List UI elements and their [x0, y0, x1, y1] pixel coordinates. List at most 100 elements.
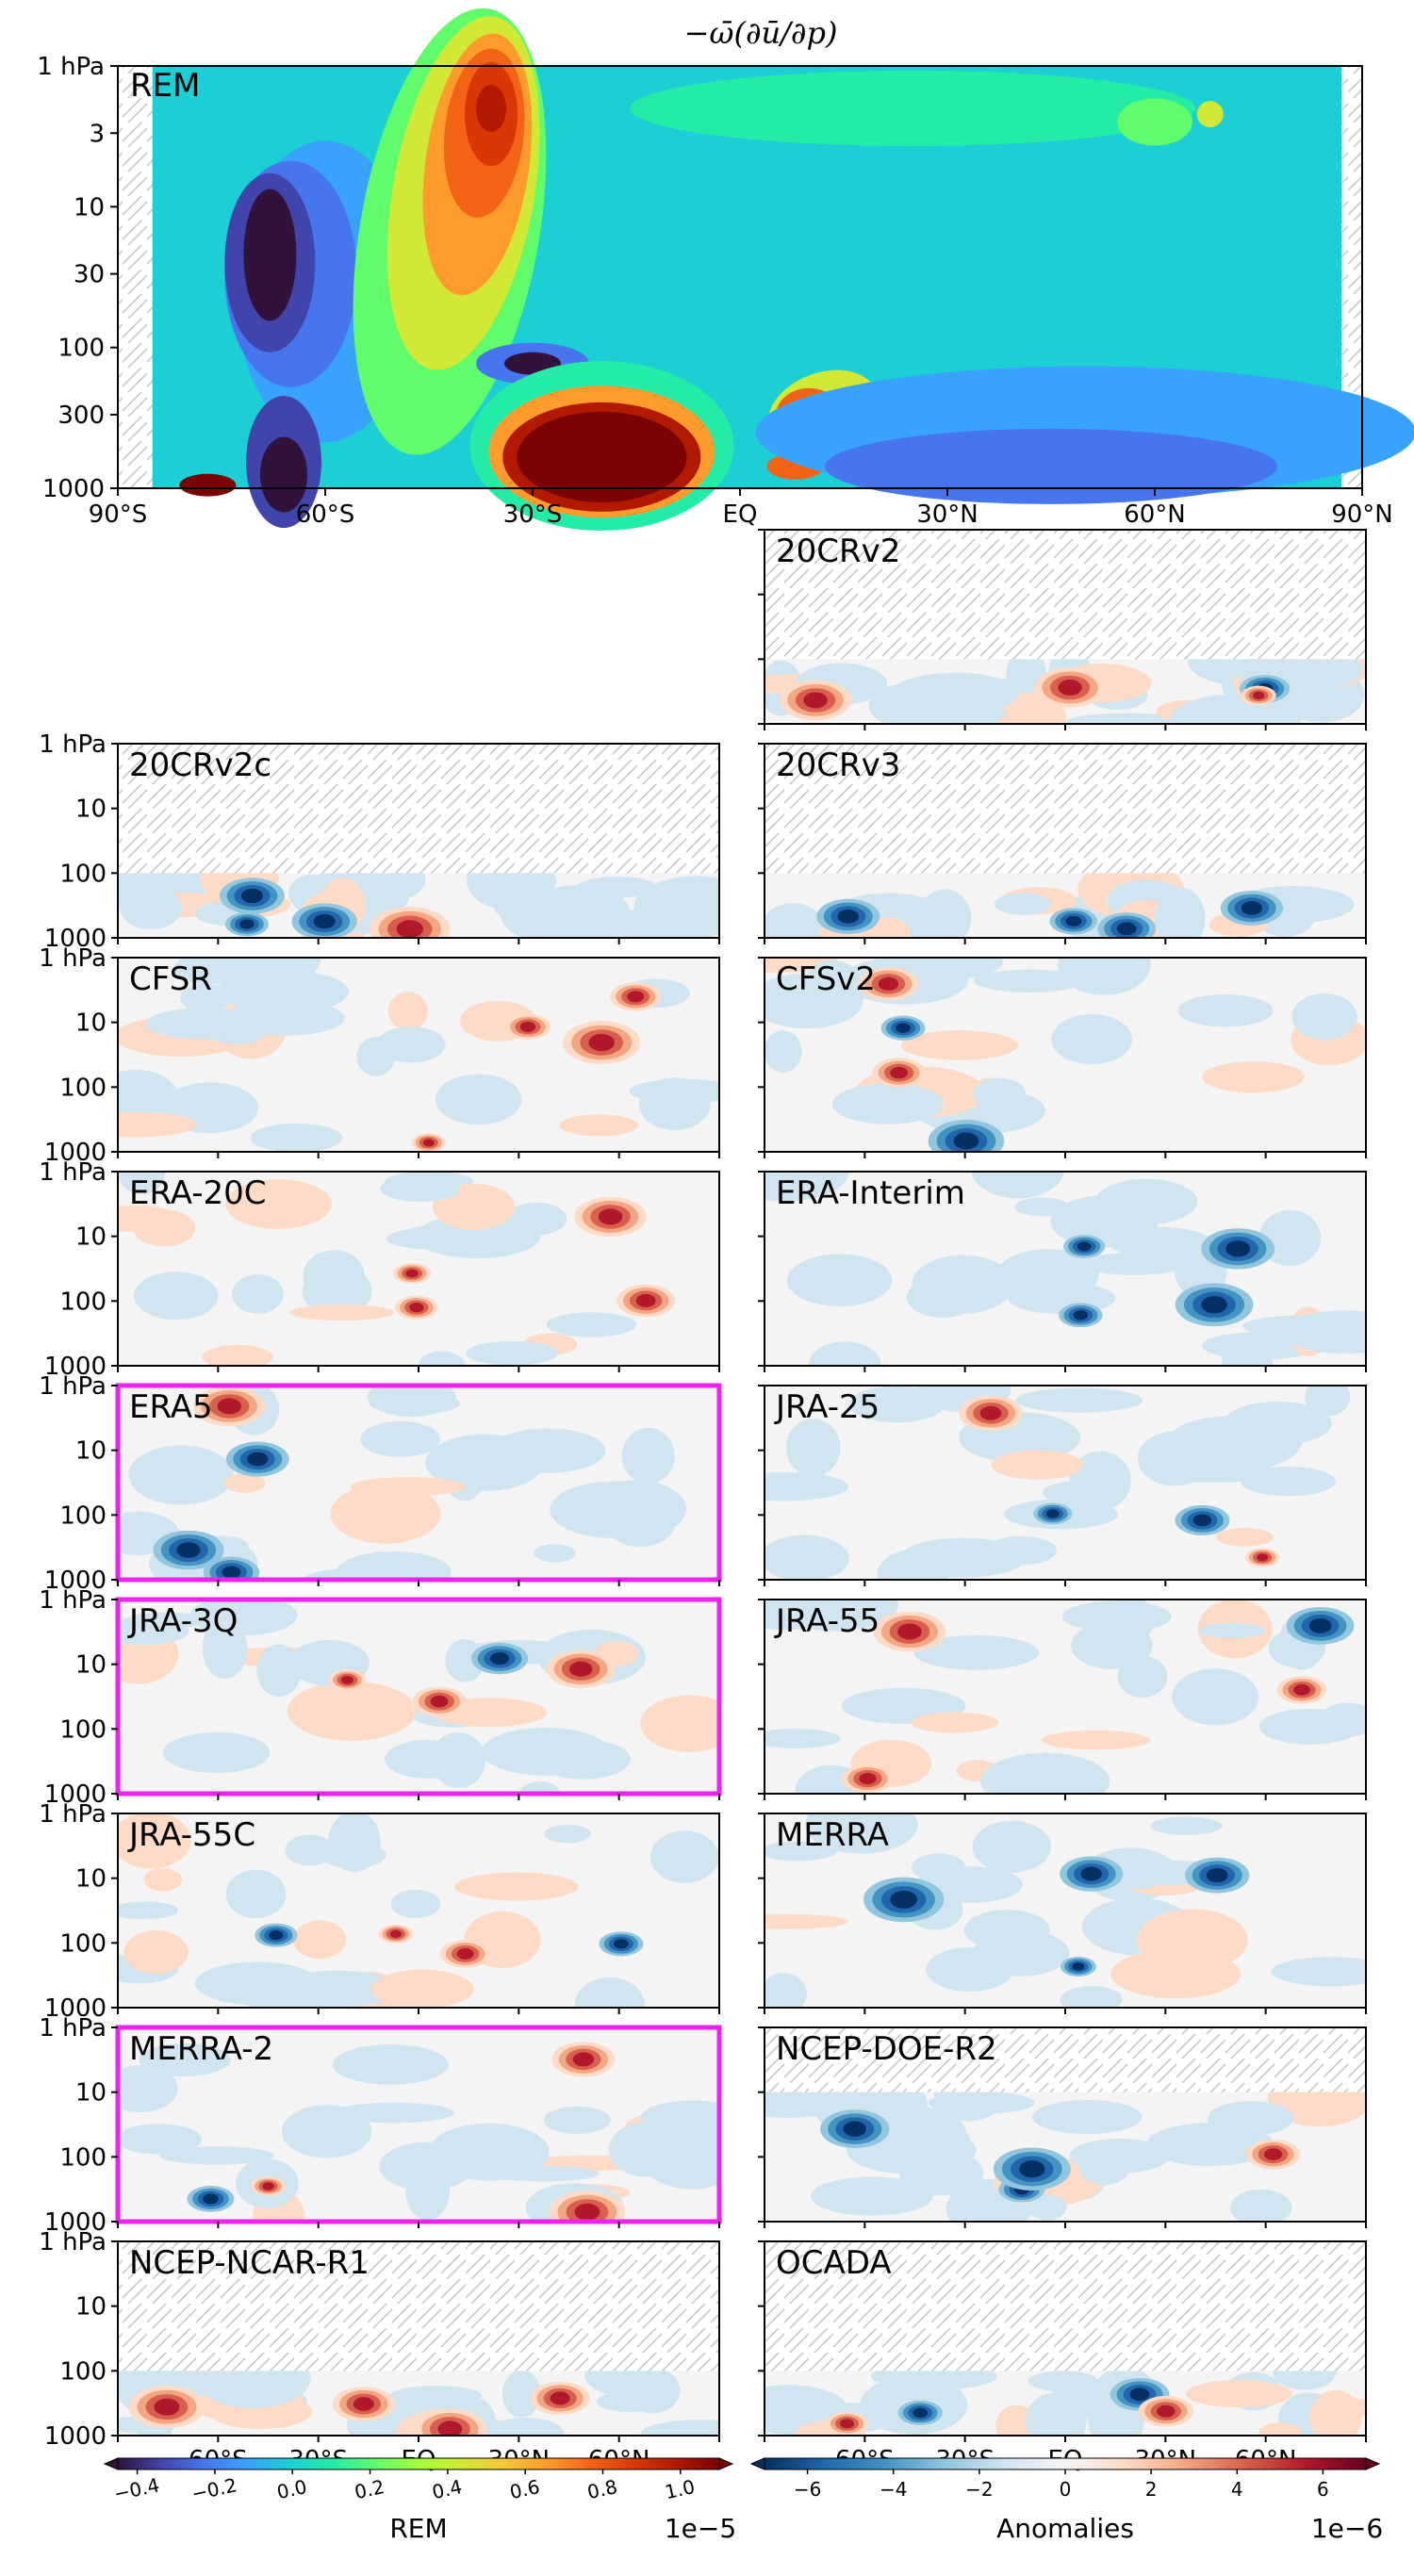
- panel-ytick-label: 10: [75, 1865, 107, 1894]
- colorbar-anom-tick-label: −2: [965, 2478, 993, 2501]
- positive-anomaly: [550, 2391, 570, 2405]
- panel-ytick-label: 1 hPa: [39, 944, 107, 973]
- rem-contour-upper-lime: [1117, 98, 1192, 146]
- colorbar-anom-tick-label: 6: [1317, 2478, 1329, 2501]
- panel-name: ERA-20C: [129, 1174, 267, 1212]
- panel-contours: [765, 2092, 1366, 2223]
- anomaly-patch: [801, 960, 863, 1018]
- colorbar-rem-tick-label: 0.6: [508, 2475, 542, 2503]
- anomaly-patch: [224, 1179, 333, 1229]
- colorbar-anom-extend-low: [749, 2457, 765, 2470]
- panel-name: NCEP-NCAR-R1: [129, 2244, 370, 2282]
- anomaly-patch: [370, 1969, 474, 2008]
- positive-anomaly: [396, 920, 423, 938]
- panel-ytick-label: 10: [75, 796, 107, 824]
- positive-anomaly: [878, 976, 899, 991]
- main-xtick-label: 90°S: [89, 500, 148, 529]
- anomaly-patch: [640, 2100, 719, 2135]
- anomaly-patch: [1233, 1403, 1305, 1466]
- positive-anomaly: [430, 1695, 449, 1708]
- colorbar-anom-extend-high: [1365, 2457, 1381, 2470]
- panel-name: JRA-3Q: [127, 1602, 238, 1640]
- negative-anomaly: [240, 888, 263, 904]
- main-ytick-label: 10: [74, 193, 105, 222]
- negative-anomaly: [1129, 2387, 1150, 2402]
- panel-ytick-label: 100: [59, 1501, 107, 1530]
- negative-anomaly: [1116, 922, 1137, 936]
- anomaly-patch: [906, 1277, 979, 1318]
- panel-20crv2: 20CRv2: [758, 529, 1367, 730]
- panel-ytick-label: 100: [59, 1929, 107, 1958]
- colorbar-anom-tick-label: 2: [1145, 2478, 1158, 2501]
- anomaly-patch: [436, 1074, 522, 1125]
- anomaly-patch: [649, 1830, 719, 1883]
- panel-contours: [765, 2371, 1366, 2436]
- panel-name: CFSv2: [776, 960, 876, 998]
- main-ytick-label: 300: [58, 402, 105, 430]
- anomaly-patch: [202, 1344, 273, 1366]
- anomaly-patch: [419, 1351, 465, 1366]
- panel-cfsv2: CFSv2: [758, 957, 1367, 1158]
- anomaly-patch: [831, 1083, 945, 1124]
- panel-ytick-label: 1 hPa: [39, 2228, 107, 2256]
- anomaly-patch: [195, 2371, 311, 2409]
- negative-anomaly: [489, 1651, 510, 1665]
- colorbar-rem-tick-label: 0.4: [430, 2475, 464, 2503]
- anomaly-patch: [765, 2092, 824, 2115]
- anomaly-patch: [1281, 1310, 1366, 1354]
- panel-20crv2c: 20CRv2c 1 hPa 10 100 1000: [39, 730, 720, 953]
- main-ytick-label: 30: [74, 261, 105, 289]
- anomaly-patch: [225, 1869, 287, 1919]
- anomaly-patch: [128, 1445, 234, 1505]
- anomaly-patch: [1258, 2422, 1302, 2436]
- panel-contours: [765, 1172, 1366, 1366]
- anomaly-patch: [1199, 1622, 1265, 1639]
- panel-ytick-label: 10: [75, 1437, 107, 1466]
- anomaly-patch: [559, 1114, 639, 1137]
- panel-jra-3q: JRA-3Q 1 hPa 10 100 1000: [39, 1586, 722, 1809]
- anomaly-patch: [765, 1030, 802, 1073]
- panel-ytick-label: 1000: [44, 2422, 107, 2451]
- panel-name: 20CRv2c: [129, 747, 271, 784]
- anomaly-patch: [1108, 1226, 1212, 1258]
- panel-name: ERA5: [129, 1388, 213, 1426]
- panel-ytick-label: 10: [75, 1009, 107, 1038]
- anomaly-patch: [123, 1930, 189, 1975]
- anomaly-patch: [368, 1386, 456, 1418]
- panel-ncep-doe-r2: NCEP-DOE-R2: [758, 2026, 1367, 2228]
- colorbar-anom-scale: 1e−6: [1311, 2513, 1383, 2544]
- positive-anomaly: [897, 1623, 922, 1640]
- anomaly-patch: [1025, 2392, 1087, 2436]
- main-xtick-label: 30°N: [916, 500, 978, 529]
- anomaly-patch: [489, 1428, 606, 1473]
- positive-anomaly: [1058, 679, 1082, 696]
- anomaly-patch: [1057, 958, 1151, 995]
- negative-anomaly: [1201, 1296, 1227, 1314]
- negative-anomaly: [1073, 1310, 1089, 1321]
- panel-name: 20CRv2: [776, 533, 900, 570]
- panel-ytick-label: 1 hPa: [39, 2014, 107, 2043]
- anomaly-patch: [1258, 1209, 1322, 1267]
- anomaly-patch: [786, 1254, 893, 1307]
- anomaly-patch: [1062, 1220, 1103, 1238]
- anomaly-patch: [534, 1544, 576, 1563]
- anomaly-patch: [133, 1272, 219, 1321]
- anomaly-patch: [772, 1600, 899, 1632]
- anomaly-patch: [765, 1729, 841, 1748]
- panel-ytick-label: 1 hPa: [39, 1586, 107, 1615]
- anomaly-patch: [256, 1644, 302, 1697]
- panel-contours: [118, 1386, 687, 1580]
- anomaly-patch: [250, 1123, 343, 1152]
- anomaly-patch: [1155, 887, 1206, 938]
- negative-anomaly: [1192, 1514, 1212, 1527]
- main-ytick-label: 100: [58, 335, 105, 363]
- panel-ytick-label: 100: [59, 1074, 107, 1102]
- rem-contour-blue-core: [243, 189, 297, 321]
- panel-ytick-label: 1 hPa: [39, 1800, 107, 1829]
- positive-anomaly: [1264, 2148, 1283, 2160]
- panel-name: OCADA: [776, 2244, 892, 2282]
- anomaly-patch: [1216, 1527, 1274, 1547]
- anomaly-patch: [360, 1420, 440, 1457]
- panel-name: CFSR: [129, 960, 212, 998]
